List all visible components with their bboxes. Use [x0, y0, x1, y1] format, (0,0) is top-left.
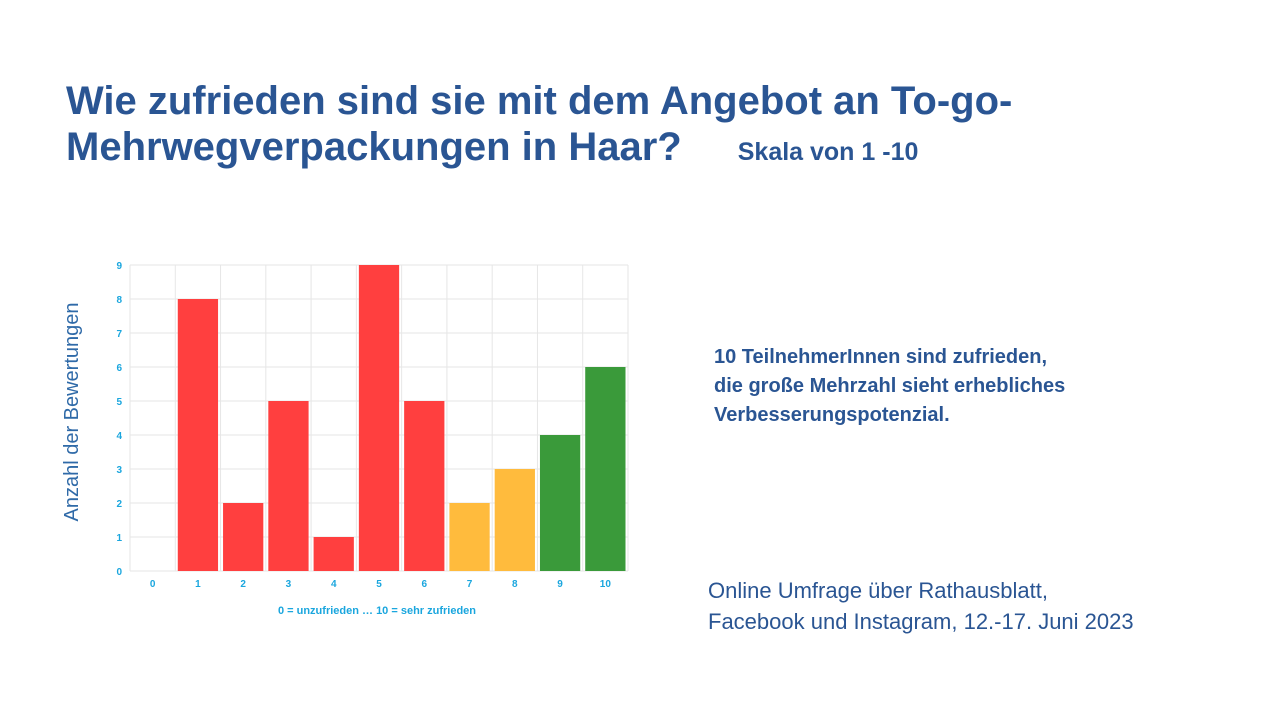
y-tick-label: 0	[116, 567, 122, 578]
y-tick-label: 3	[116, 465, 122, 476]
y-tick-label: 5	[116, 397, 122, 408]
bar	[539, 435, 581, 571]
summary-line: 10 TeilnehmerInnen sind zufrieden,	[714, 346, 1048, 368]
y-tick-label: 6	[116, 363, 122, 374]
x-tick-label: 6	[421, 579, 427, 590]
bar	[313, 537, 354, 571]
source-line: Online Umfrage über Rathausblatt,	[708, 578, 1048, 603]
bar	[268, 401, 309, 571]
x-tick-label: 1	[195, 579, 201, 590]
x-axis-label: 0 = unzufrieden … 10 = sehr zufrieden	[278, 605, 476, 617]
slide-title: Wie zufrieden sind sie mit dem Angebot a…	[66, 78, 1246, 175]
bar	[449, 503, 490, 571]
bar	[585, 367, 626, 571]
y-tick-label: 8	[116, 295, 122, 306]
x-tick-label: 0	[150, 579, 156, 590]
y-tick-label: 7	[116, 329, 122, 340]
bar	[223, 503, 264, 571]
bar	[358, 265, 400, 571]
bar	[177, 299, 219, 571]
y-tick-label: 1	[116, 533, 122, 544]
x-tick-label: 3	[286, 579, 292, 590]
x-tick-label: 5	[376, 579, 382, 590]
bar-chart-svg: 0 1 2 3 4 5 6 7 8 9 0 1 2 3 4 5 6 7 8 9 10 0 = unzufrieden … …	[61, 261, 629, 617]
y-axis-label: Anzahl der Bewertungen	[61, 302, 83, 521]
summary-line: Verbesserungspotenzial.	[714, 404, 950, 426]
slide-subtitle: Skala von 1 -10	[737, 138, 919, 166]
y-tick-label: 2	[116, 499, 122, 510]
summary-text: 10 TeilnehmerInnen sind zufrieden, die g…	[714, 343, 1214, 430]
x-tick-label: 8	[512, 579, 518, 590]
summary-line: die große Mehrzahl sieht erhebliches	[714, 375, 1066, 397]
x-tick-label: 9	[557, 579, 563, 590]
bar	[494, 469, 535, 571]
bar-chart: 0 1 2 3 4 5 6 7 8 9 0 1 2 3 4 5 6 7 8 9 10 0 = unzufrieden … …	[56, 248, 646, 628]
y-tick-label: 9	[116, 261, 122, 272]
x-tick-label: 10	[600, 579, 612, 590]
y-tick-label: 4	[116, 431, 122, 442]
source-line: Facebook und Instagram, 12.-17. Juni 202…	[708, 609, 1134, 634]
x-tick-label: 2	[240, 579, 246, 590]
bar	[404, 401, 445, 571]
slide-title-text: Wie zufrieden sind sie mit dem Angebot a…	[66, 79, 1013, 169]
x-tick-label: 4	[331, 579, 337, 590]
x-tick-label: 7	[467, 579, 473, 590]
survey-source: Online Umfrage über Rathausblatt, Facebo…	[708, 575, 1248, 637]
